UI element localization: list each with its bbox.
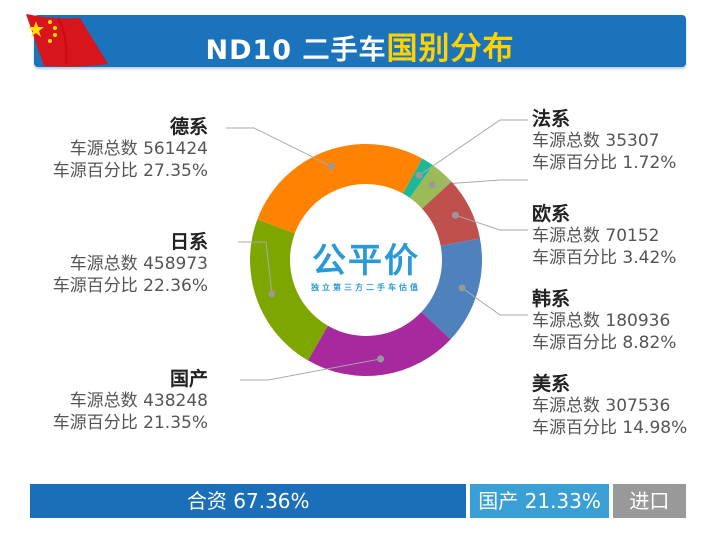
leader-line bbox=[226, 127, 332, 167]
title-banner: ND10 二手车国别分布 bbox=[34, 15, 686, 67]
summary-bar-1: 国产 21.33% bbox=[470, 484, 609, 518]
label-count_label: 车源总数 561424 bbox=[69, 139, 208, 159]
slice-5 bbox=[250, 219, 328, 361]
data-label: 韩系 车源总数 180936 车源百分比 8.82% bbox=[532, 288, 676, 354]
slice-2 bbox=[422, 181, 480, 246]
label-pct_label: 车源百分比 21.35% bbox=[52, 413, 208, 433]
slice-dot bbox=[415, 171, 423, 179]
data-label: 法系 车源总数 35307 车源百分比 1.72% bbox=[532, 108, 676, 174]
label-name: 国产 bbox=[169, 368, 208, 390]
leader-line bbox=[240, 358, 381, 381]
data-label: 美系 车源总数 307536 车源百分比 14.98% bbox=[532, 373, 687, 439]
data-label: 欧系 车源总数 70152 车源百分比 3.42% bbox=[532, 203, 676, 269]
slice-dot bbox=[458, 284, 466, 292]
slice-dot bbox=[327, 162, 335, 170]
label-name: 欧系 bbox=[532, 203, 571, 225]
slice-6 bbox=[257, 144, 423, 234]
page-title: ND10 二手车国别分布 bbox=[205, 31, 515, 67]
label-name: 法系 bbox=[532, 108, 571, 130]
leader-line bbox=[461, 287, 528, 316]
slice-dot bbox=[451, 211, 459, 219]
label-pct_label: 车源百分比 22.36% bbox=[52, 276, 208, 296]
slice-dot bbox=[428, 181, 436, 189]
leader-line bbox=[418, 119, 528, 176]
label-name: 德系 bbox=[169, 116, 208, 138]
label-pct_label: 车源百分比 8.82% bbox=[532, 333, 677, 353]
slice-3 bbox=[421, 238, 482, 340]
label-count_label: 车源总数 438248 bbox=[69, 391, 208, 411]
label-count_label: 车源总数 307536 bbox=[532, 396, 671, 416]
data-label: 日系 车源总数 458973 车源百分比 22.36% bbox=[8, 231, 208, 297]
china-flag-icon bbox=[26, 14, 108, 67]
leader-line bbox=[455, 214, 528, 231]
label-name: 美系 bbox=[532, 373, 571, 395]
data-label: 国产 车源总数 438248 车源百分比 21.35% bbox=[8, 368, 208, 434]
leader-line bbox=[432, 179, 528, 186]
data-label: 德系 车源总数 561424 车源百分比 27.35% bbox=[8, 116, 208, 182]
label-pct_label: 车源百分比 3.42% bbox=[532, 248, 677, 268]
label-count_label: 车源总数 458973 bbox=[69, 254, 208, 274]
label-name: 日系 bbox=[169, 231, 208, 253]
logo: 公平价 独立第三方二手车估值 bbox=[311, 241, 421, 292]
summary-bar-0: 合资 67.36% bbox=[30, 484, 467, 518]
label-name: 韩系 bbox=[532, 288, 571, 310]
label-count_label: 车源总数 35307 bbox=[532, 131, 660, 151]
label-pct_label: 车源百分比 27.35% bbox=[52, 161, 208, 181]
slice-dot bbox=[377, 355, 385, 363]
slice-4 bbox=[307, 312, 451, 376]
label-pct_label: 车源百分比 14.98% bbox=[532, 418, 688, 438]
label-count_label: 车源总数 70152 bbox=[532, 226, 660, 246]
slice-dot bbox=[268, 290, 276, 298]
label-pct_label: 车源百分比 1.72% bbox=[532, 153, 677, 173]
label-count_label: 车源总数 180936 bbox=[532, 311, 671, 331]
summary-bar-2: 进口 11.31% bbox=[612, 484, 689, 547]
leader-line bbox=[238, 241, 273, 294]
